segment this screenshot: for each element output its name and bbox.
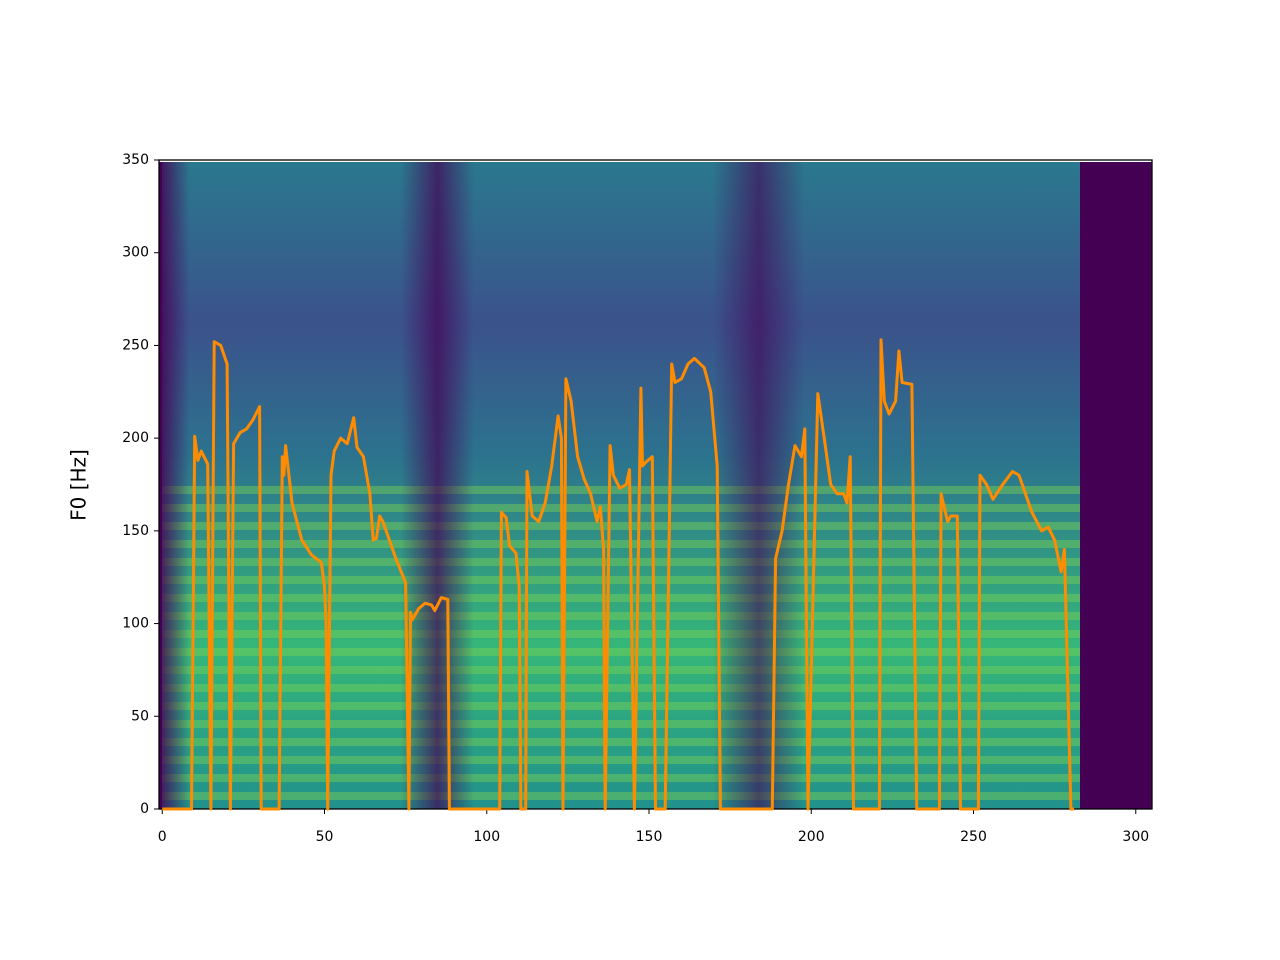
y-tick-label: 100: [122, 616, 149, 632]
x-tick-label: 250: [960, 829, 987, 845]
y-tick-label: 0: [140, 801, 149, 817]
x-tick-label: 150: [636, 829, 663, 845]
x-tick-label: 100: [473, 829, 500, 845]
y-axis-label: F0 [Hz]: [67, 449, 91, 521]
f0-line: [162, 338, 1075, 811]
y-tick-label: 350: [122, 152, 149, 168]
y-tick-label: 150: [122, 523, 149, 539]
y-tick-label: 50: [131, 708, 149, 724]
y-tick-label: 250: [122, 337, 149, 353]
spectrogram: [159, 162, 1152, 809]
x-tick-label: 200: [798, 829, 825, 845]
x-tick-label: 50: [316, 829, 334, 845]
x-tick-label: 300: [1122, 829, 1149, 845]
x-tick-label: 0: [158, 829, 167, 845]
y-tick-label: 200: [122, 430, 149, 446]
y-tick-label: 300: [122, 245, 149, 261]
